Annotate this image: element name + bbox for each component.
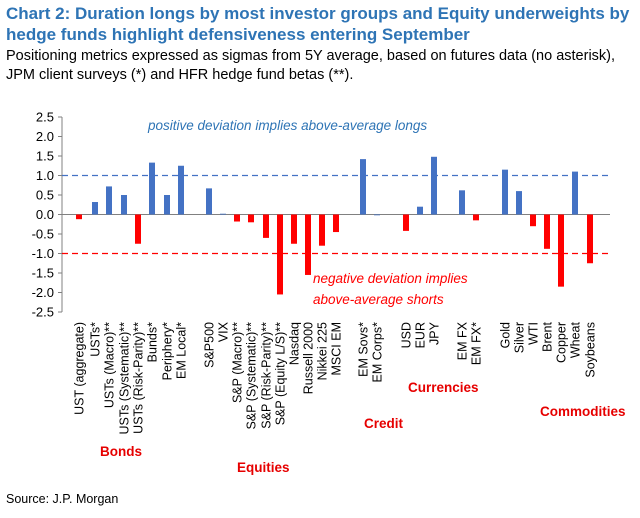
category-label: Russell 2000 — [302, 322, 316, 394]
category-label: S&P (Equity L/S)** — [274, 322, 288, 425]
bar-7 — [164, 195, 170, 215]
category-labels: UST (aggregate) USTs* USTs (Macro)** USTs (… — [73, 321, 598, 434]
category-label: WTI — [527, 322, 541, 345]
category-label: EM Sovs* — [357, 322, 371, 377]
bar-24 — [459, 190, 465, 215]
bar-31 — [572, 171, 578, 215]
group-label-commodities: Commodities — [540, 404, 626, 419]
bar-23 — [431, 156, 437, 215]
bar-9 — [206, 188, 212, 215]
annotation-2: negative deviation implies — [313, 271, 468, 286]
bar-3 — [106, 186, 112, 215]
category-label: USTs* — [89, 322, 103, 357]
category-label: Silver — [513, 322, 527, 353]
y-tick-label: 0.0 — [36, 207, 54, 222]
bar-6 — [149, 162, 155, 215]
bar-13 — [263, 214, 269, 238]
group-label-bonds: Bonds — [100, 444, 142, 459]
bar-25 — [473, 214, 479, 221]
bar-30 — [558, 214, 564, 287]
bar-27 — [516, 191, 522, 215]
category-label: Gold — [499, 322, 513, 348]
category-label: S&P (Risk-Parity)** — [260, 322, 274, 429]
bar-2 — [92, 202, 98, 215]
category-label: VIX — [217, 321, 231, 342]
bar-1 — [76, 214, 82, 220]
category-label: EM Corps* — [371, 322, 385, 383]
bar-17 — [319, 214, 325, 246]
bar-14 — [277, 214, 283, 295]
bar-10 — [220, 213, 226, 215]
bar-32 — [587, 214, 593, 264]
y-tick-label: 2.5 — [36, 110, 54, 125]
y-tick-label: -1.0 — [32, 246, 54, 261]
category-label: EM FX* — [470, 322, 484, 365]
category-label: EM Local* — [175, 322, 189, 379]
bar-20 — [374, 214, 380, 216]
group-label-equities: Equities — [237, 460, 290, 475]
bar-16 — [305, 214, 311, 275]
bar-28 — [530, 214, 536, 227]
category-label: S&P (Macro)** — [231, 322, 245, 403]
bar-22 — [417, 206, 423, 215]
annotation-1: positive deviation implies above-average… — [147, 118, 427, 133]
category-label: USTs (Systematic)** — [118, 322, 132, 435]
category-label: EM FX — [456, 321, 470, 360]
y-tick-label: 0.5 — [36, 188, 54, 203]
category-label: S&P500 — [203, 322, 217, 368]
category-label: USD — [400, 322, 414, 348]
y-tick-label: -0.5 — [32, 227, 54, 242]
bar-11 — [234, 214, 240, 222]
y-tick-label: 2.0 — [36, 129, 54, 144]
bar-15 — [291, 214, 297, 244]
category-label: USTs (Macro)** — [103, 322, 117, 408]
category-label: S&P (Systematic)** — [245, 322, 259, 430]
group-label-currencies: Currencies — [408, 380, 479, 395]
category-label: JPY — [428, 321, 442, 345]
y-tick-label: 1.0 — [36, 168, 54, 183]
category-label: Nikkei 225 — [316, 322, 330, 380]
chart-subtitle: Positioning metrics expressed as sigmas … — [6, 48, 616, 83]
category-label: USTs (Risk-Parity)** — [132, 322, 146, 434]
bar-8 — [178, 165, 184, 215]
bar-4 — [121, 195, 127, 215]
source-note: Source: J.P. Morgan — [6, 492, 119, 506]
category-label: Brent — [541, 321, 555, 351]
chart-title: Chart 2: Duration longs by most investor… — [6, 4, 630, 44]
bar-29 — [544, 214, 550, 249]
y-tick-label: 1.5 — [36, 149, 54, 164]
bar-18 — [333, 214, 339, 233]
category-label: Copper — [555, 322, 569, 363]
category-label: UST (aggregate) — [73, 322, 87, 415]
group-labels: Bonds Equities Credit Currencies Commodities — [100, 380, 626, 475]
category-label: Periphery* — [161, 322, 175, 380]
annotation-3: above-average shorts — [313, 292, 444, 307]
category-label: EUR — [414, 322, 428, 348]
bar-19 — [360, 159, 366, 215]
category-label: Nasdaq — [288, 322, 302, 365]
category-label: Wheat — [569, 321, 583, 358]
bar-26 — [502, 169, 508, 215]
bar-5 — [135, 214, 141, 244]
y-tick-label: -2.0 — [32, 285, 54, 300]
category-label: MSCI EM — [330, 322, 344, 375]
bar-21 — [403, 214, 409, 231]
category-label: Soybeans — [584, 322, 598, 378]
y-tick-label: -2.5 — [32, 305, 54, 320]
bar-series — [76, 156, 593, 295]
group-label-credit: Credit — [364, 416, 404, 431]
category-label: Bunds* — [146, 322, 160, 362]
bar-12 — [248, 214, 254, 223]
annotations: positive deviation implies above-average… — [147, 118, 468, 307]
y-tick-label: -1.5 — [32, 266, 54, 281]
